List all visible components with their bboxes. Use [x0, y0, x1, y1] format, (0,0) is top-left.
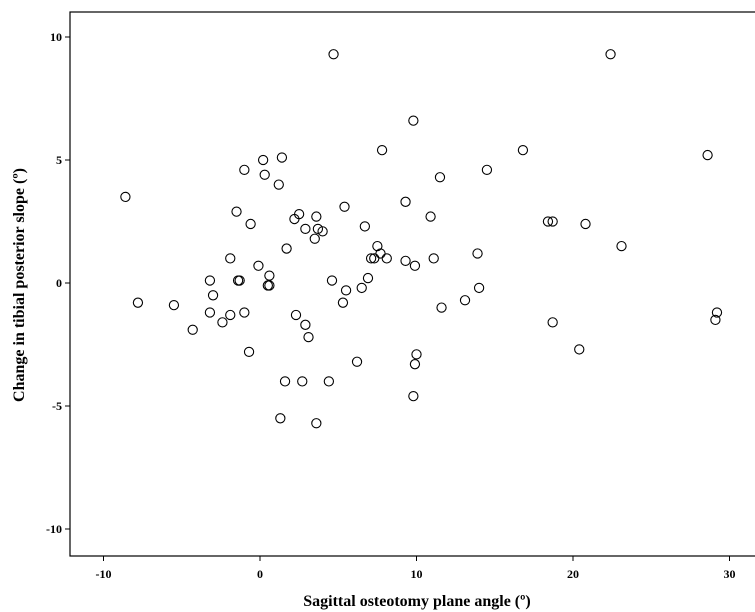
- data-point: [187, 324, 198, 335]
- data-point: [290, 309, 302, 321]
- data-point: [120, 191, 131, 203]
- data-point: [434, 172, 446, 183]
- data-point: [312, 223, 324, 235]
- data-point: [372, 240, 383, 252]
- data-point: [408, 391, 419, 402]
- data-point: [231, 206, 242, 217]
- data-point: [711, 307, 723, 318]
- data-point: [428, 253, 439, 264]
- data-point: [365, 253, 377, 264]
- data-point: [710, 314, 721, 326]
- x-axis: -10 0 10 20 30: [96, 556, 736, 581]
- data-point: [542, 216, 554, 227]
- data-point: [328, 49, 339, 60]
- y-axis-title: Change in tibial posterior slope (º): [11, 168, 28, 402]
- data-point: [234, 275, 245, 286]
- y-axis: -10 -5 0 5 10: [46, 30, 70, 536]
- data-point: [323, 376, 335, 387]
- data-point: [132, 297, 144, 308]
- data-point: [303, 331, 314, 343]
- data-point: [481, 164, 493, 175]
- data-point: [257, 154, 269, 166]
- data-point: [337, 297, 349, 308]
- data-point: [168, 299, 180, 311]
- x-tick-label: 20: [567, 567, 579, 581]
- data-point: [245, 218, 256, 230]
- data-point: [207, 290, 219, 301]
- data-point: [281, 243, 292, 254]
- x-tick-label: 10: [411, 567, 423, 581]
- data-point: [436, 302, 447, 313]
- data-point: [376, 145, 388, 156]
- data-point: [369, 253, 380, 264]
- data-point: [253, 260, 264, 271]
- x-axis-title: Sagittal osteotomy plane angle (º): [303, 593, 530, 610]
- data-point: [204, 275, 216, 286]
- x-tick-label: 30: [724, 567, 736, 581]
- data-point: [264, 270, 275, 281]
- data-point: [225, 309, 236, 321]
- data-point: [340, 285, 352, 296]
- data-point: [605, 49, 616, 60]
- data-point: [317, 226, 328, 237]
- y-tick-label: 5: [56, 153, 62, 167]
- data-point: [275, 413, 286, 424]
- y-tick-label: -10: [46, 522, 62, 536]
- plot-frame: [69, 11, 755, 557]
- data-point: [425, 211, 436, 222]
- x-tick-label: 0: [257, 567, 263, 581]
- data-point: [279, 376, 291, 387]
- data-point: [400, 255, 411, 267]
- y-tick-label: 0: [56, 276, 62, 290]
- data-point: [362, 272, 374, 284]
- data-point: [472, 248, 483, 259]
- data-point: [259, 169, 270, 180]
- data-point: [574, 344, 585, 355]
- data-point: [351, 356, 363, 367]
- data-point: [326, 275, 338, 286]
- data-point: [264, 280, 275, 291]
- data-points: [120, 49, 723, 429]
- data-point: [375, 248, 386, 259]
- data-point: [702, 149, 713, 161]
- data-point: [204, 307, 216, 318]
- data-point: [276, 152, 288, 163]
- data-point: [239, 164, 250, 175]
- data-point: [580, 218, 591, 230]
- data-point: [359, 221, 371, 232]
- data-point: [311, 418, 322, 429]
- data-point: [616, 240, 627, 252]
- data-point: [300, 223, 311, 235]
- data-point: [517, 145, 529, 156]
- data-point: [473, 282, 485, 294]
- y-tick-label: 10: [50, 30, 62, 44]
- data-point: [459, 295, 471, 306]
- x-tick-label: -10: [96, 567, 112, 581]
- data-point: [217, 317, 228, 328]
- data-point: [239, 307, 250, 318]
- data-point: [547, 317, 558, 328]
- y-tick-label: -5: [52, 399, 62, 413]
- data-point: [547, 216, 558, 227]
- data-point: [300, 319, 311, 330]
- data-point: [381, 253, 392, 264]
- data-point: [289, 213, 300, 225]
- data-point: [411, 349, 422, 360]
- data-point: [243, 346, 255, 358]
- data-point: [309, 233, 320, 244]
- data-point: [400, 196, 411, 207]
- data-point: [339, 201, 350, 212]
- data-point: [273, 179, 284, 190]
- data-point: [409, 260, 421, 271]
- data-point: [408, 115, 419, 126]
- data-point: [311, 211, 322, 222]
- data-point: [409, 359, 421, 370]
- data-point: [297, 376, 308, 387]
- data-point: [356, 282, 367, 294]
- data-point: [225, 253, 236, 264]
